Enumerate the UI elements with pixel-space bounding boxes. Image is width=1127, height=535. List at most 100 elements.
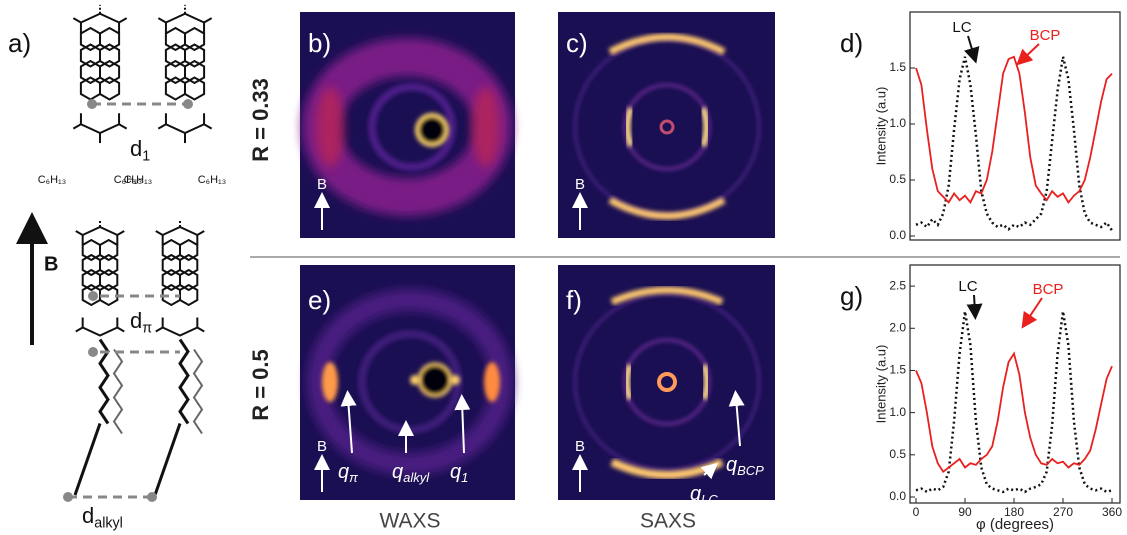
dot	[63, 492, 73, 502]
field-label: B	[317, 176, 327, 193]
carbonyl	[196, 326, 205, 333]
distance-label-sub: alkyl	[94, 515, 123, 531]
scattering-label: qLC	[690, 483, 718, 507]
x-tick-label: 90	[958, 505, 972, 519]
ring	[161, 253, 181, 277]
alkyl-chain	[153, 423, 182, 496]
distance-label-main: d	[82, 503, 94, 528]
row-label: R = 0.5	[248, 349, 273, 421]
series-line	[915, 56, 1114, 232]
y-tick-label: 2.0	[889, 320, 906, 334]
plot-frame	[909, 264, 1121, 504]
y-axis-label: Intensity (a.u)	[873, 345, 888, 424]
x-tick-label: 360	[1102, 505, 1122, 519]
scattering-label-sub: BCP	[737, 463, 764, 478]
carbonyl	[203, 17, 213, 24]
ring	[164, 59, 186, 85]
scattering-label-main: q	[450, 461, 461, 483]
carbonyl	[72, 123, 82, 130]
annotation: LC	[952, 19, 971, 36]
carbonyl	[72, 17, 82, 24]
ring	[79, 59, 101, 85]
y-tick-label: 1.0	[889, 116, 906, 130]
arrow	[728, 390, 745, 447]
field-label: B	[575, 438, 585, 455]
saxs-pattern-f	[558, 265, 775, 500]
ring	[81, 238, 101, 262]
column-label: WAXS	[379, 510, 440, 533]
ring	[184, 43, 206, 68]
scattering-label: qπ	[338, 461, 358, 485]
arrow	[340, 390, 357, 454]
carbonyl	[116, 326, 125, 333]
imide	[161, 317, 199, 337]
carbonyl	[157, 17, 167, 24]
ring	[99, 43, 121, 68]
ring	[79, 76, 101, 101]
series-line	[915, 311, 1113, 494]
alkyl-chain	[192, 348, 204, 435]
chain-label: C₆H₁₃	[38, 174, 67, 186]
waxs-pattern-b	[300, 12, 515, 238]
ring	[81, 253, 101, 277]
distance-label-main: d	[130, 136, 142, 161]
chart-title: d)	[840, 28, 863, 58]
arrow	[966, 294, 983, 320]
ring	[164, 76, 186, 101]
alkyl-chain	[73, 423, 102, 496]
y-tick-label: 1.5	[889, 363, 906, 377]
scattering-label: q1	[450, 461, 468, 485]
ring	[81, 268, 101, 292]
distance-label: dalkyl	[82, 503, 123, 532]
waxs-pattern-e	[300, 265, 515, 500]
ring	[79, 43, 101, 68]
dot	[88, 347, 98, 357]
arrow	[1016, 43, 1040, 66]
field-label: B	[44, 253, 58, 275]
distance-label-main: d	[130, 308, 142, 333]
carbonyl	[116, 230, 125, 236]
dot	[183, 99, 193, 109]
plot-frame	[909, 11, 1121, 241]
carbonyl	[157, 123, 167, 130]
series-line	[915, 55, 1113, 205]
carbonyl	[75, 326, 84, 333]
scattering-label-main: q	[726, 454, 737, 476]
scattering-label: qBCP	[726, 454, 764, 478]
scattering-label-sub: π	[349, 470, 358, 485]
y-tick-label: 0.0	[889, 489, 906, 503]
ring	[164, 43, 186, 68]
scattering-label-sub: LC	[701, 492, 718, 507]
distance-label-sub: 1	[142, 148, 150, 164]
x-axis-label: φ (degrees)	[976, 516, 1054, 533]
ring	[179, 268, 199, 292]
carbonyl	[196, 230, 205, 236]
ring	[99, 59, 121, 85]
scattering-label-sub: alkyl	[403, 470, 430, 485]
ring	[79, 26, 101, 52]
chain-label: C₆H₁₃	[124, 174, 153, 186]
ring	[184, 26, 206, 52]
scattering-label: qalkyl	[392, 461, 430, 485]
y-tick-label: 0.0	[889, 228, 906, 242]
dot	[88, 291, 98, 301]
x-tick-label: 180	[1004, 505, 1024, 519]
chain-label: C₆H₁₃	[114, 174, 143, 186]
arrow	[454, 394, 471, 454]
carbonyl	[118, 123, 128, 130]
panel-label: b)	[308, 28, 331, 58]
carbonyl	[118, 17, 128, 24]
carbonyl	[203, 123, 213, 130]
annotation: LC	[958, 278, 977, 295]
panel-label: f)	[566, 285, 582, 315]
panel-label: e)	[308, 285, 331, 315]
y-axis-label: Intensity (a.u)	[873, 87, 888, 166]
scattering-label-sub: 1	[461, 470, 468, 485]
carbonyl	[155, 230, 164, 236]
ring	[99, 238, 119, 262]
arrow	[1021, 297, 1043, 329]
chain-label: C₆H₁₃	[198, 174, 227, 186]
ring	[164, 26, 186, 52]
ring	[179, 238, 199, 262]
